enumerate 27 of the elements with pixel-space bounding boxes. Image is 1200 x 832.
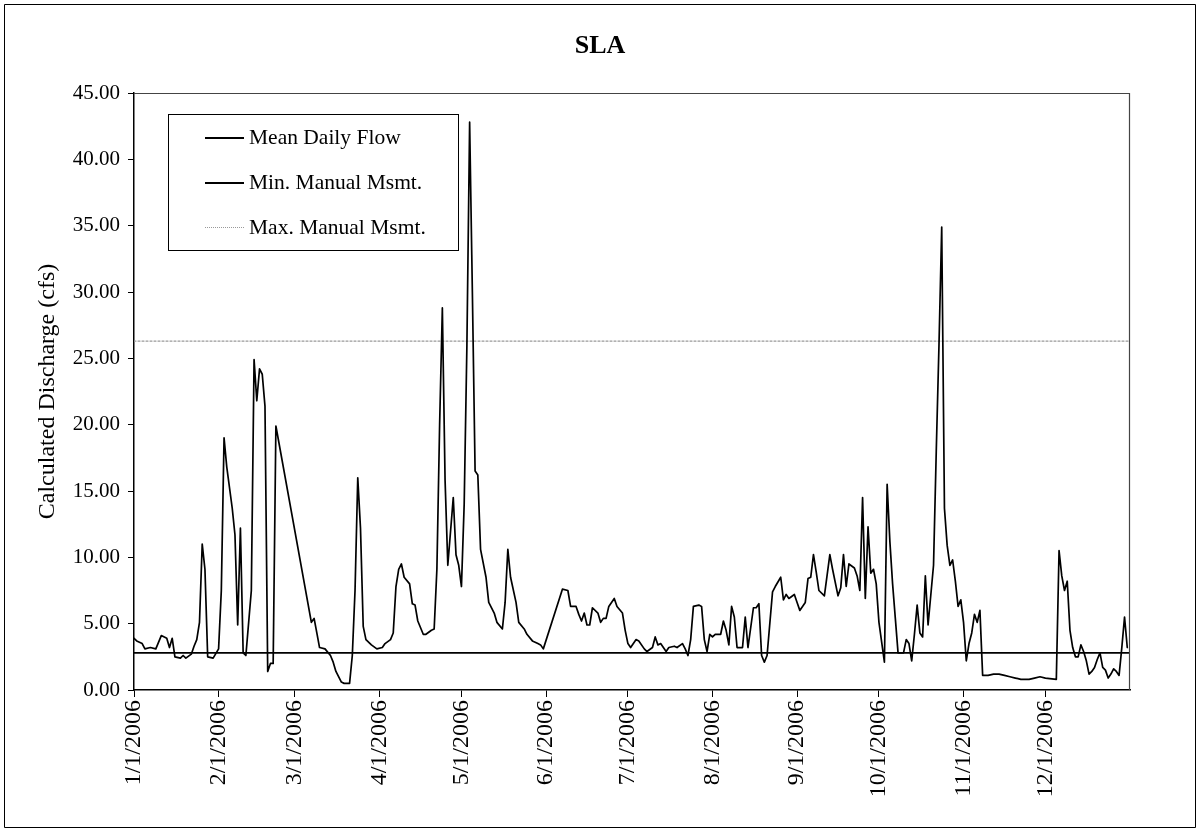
x-tick-label: 3/1/2006 (280, 700, 307, 786)
legend-label: Mean Daily Flow (249, 125, 401, 150)
legend-label: Min. Manual Msmt. (249, 170, 423, 195)
x-tick-label: 12/1/2006 (1030, 700, 1057, 798)
y-tick-label: 20.00 (72, 411, 120, 436)
y-tick-label: 25.00 (72, 344, 120, 369)
y-tick-label: 15.00 (72, 477, 120, 502)
legend-label: Max. Manual Msmt. (249, 215, 426, 240)
y-tick-label: 10.00 (72, 543, 120, 568)
x-tick-label: 10/1/2006 (864, 700, 891, 798)
x-tick-label: 2/1/2006 (203, 700, 230, 786)
x-tick-label: 1/1/2006 (119, 700, 146, 786)
y-tick-label: 45.00 (72, 79, 120, 104)
chart-title: SLA (574, 30, 626, 59)
y-tick-label: 30.00 (72, 278, 120, 303)
x-tick-label: 5/1/2006 (446, 700, 473, 786)
y-tick-label: 0.00 (83, 676, 120, 701)
x-tick-label: 6/1/2006 (531, 700, 558, 786)
x-tick-label: 8/1/2006 (697, 700, 724, 786)
y-tick-label: 35.00 (72, 212, 120, 237)
y-tick-label: 40.00 (72, 145, 120, 170)
x-tick-label: 7/1/2006 (613, 700, 640, 786)
y-tick-label: 5.00 (83, 610, 120, 635)
x-tick-label: 11/1/2006 (948, 700, 975, 797)
x-tick-label: 9/1/2006 (782, 700, 809, 786)
x-tick-label: 4/1/2006 (364, 700, 391, 786)
y-axis-title: Calculated Discharge (cfs) (32, 263, 59, 520)
